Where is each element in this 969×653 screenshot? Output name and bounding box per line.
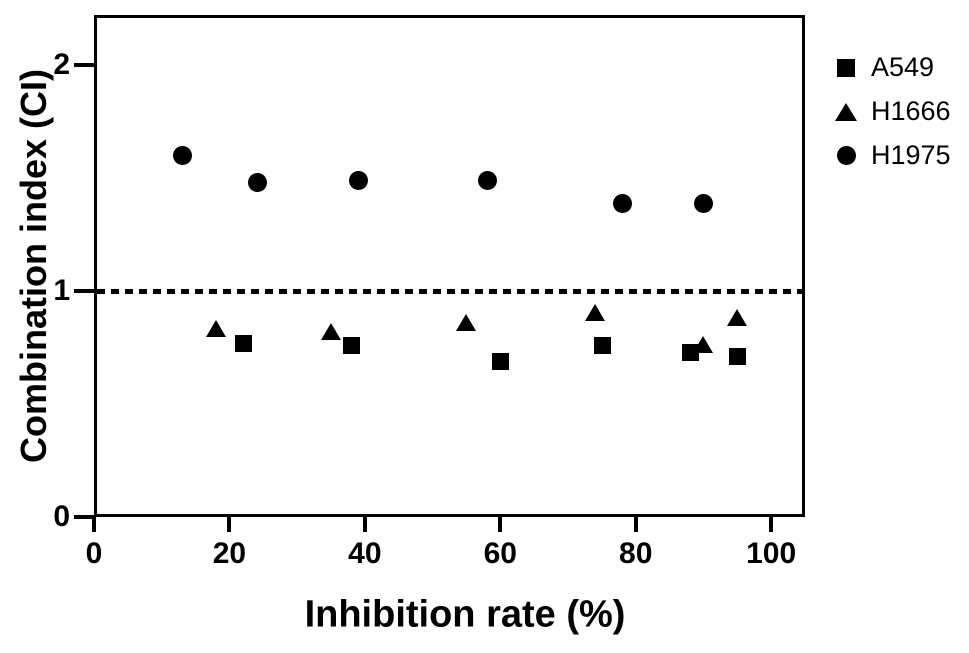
x-tick-mark — [92, 517, 96, 532]
data-point-a549 — [343, 337, 361, 355]
data-point-h1975 — [247, 173, 267, 193]
x-tick-mark — [362, 517, 367, 532]
legend-item-h1975: H1975 — [834, 138, 951, 173]
data-point-h1975 — [477, 171, 497, 191]
x-tick-label: 80 — [619, 537, 653, 570]
x-tick-mark — [227, 517, 232, 532]
legend-marker-box — [834, 146, 858, 165]
data-point-a549 — [234, 334, 252, 352]
data-point-h1666 — [456, 313, 477, 331]
y-axis-label: Combination index (CI) — [13, 69, 54, 463]
data-point-h1666 — [585, 304, 606, 322]
plot-area — [94, 15, 805, 517]
legend-label: H1666 — [871, 96, 951, 126]
y-tick-mark — [74, 62, 94, 67]
legend: A549 H1666 H1975 — [834, 50, 951, 173]
x-tick-label: 0 — [85, 537, 103, 570]
legend-marker-box — [834, 58, 858, 77]
data-point-h1666 — [693, 336, 714, 354]
reference-line-ci-1 — [97, 288, 802, 294]
data-point-h1666 — [727, 309, 748, 326]
legend-marker-box — [834, 102, 858, 121]
x-tick-mark — [633, 517, 638, 532]
legend-item-a549: A549 — [834, 50, 951, 85]
data-point-h1975 — [694, 193, 714, 213]
y-tick-label: 1 — [53, 273, 70, 307]
data-point-h1666 — [205, 320, 226, 338]
x-tick-label: 60 — [483, 537, 517, 570]
triangle-marker-icon — [835, 102, 857, 121]
data-point-a549 — [492, 352, 510, 370]
y-tick-label: 0 — [53, 500, 70, 533]
data-point-h1666 — [321, 322, 341, 340]
y-tick-label: 2 — [53, 47, 70, 81]
data-point-a549 — [729, 348, 747, 366]
x-tick-mark — [769, 517, 774, 532]
x-tick-mark — [498, 517, 503, 532]
data-point-a549 — [593, 337, 611, 355]
data-point-h1975 — [349, 171, 369, 191]
x-axis-label: Inhibition rate (%) — [304, 593, 626, 636]
legend-label: H1975 — [871, 140, 951, 170]
circle-marker-icon — [836, 146, 856, 165]
legend-label: A549 — [871, 52, 935, 82]
legend-item-h1666: H1666 — [834, 94, 951, 129]
x-tick-label: 40 — [348, 537, 382, 570]
y-tick-mark — [74, 515, 94, 519]
data-point-h1975 — [613, 193, 633, 213]
data-point-h1975 — [173, 146, 193, 166]
x-tick-label: 20 — [212, 537, 247, 570]
x-tick-label: 100 — [746, 537, 797, 570]
square-marker-icon — [837, 58, 855, 77]
y-tick-mark — [74, 288, 94, 293]
